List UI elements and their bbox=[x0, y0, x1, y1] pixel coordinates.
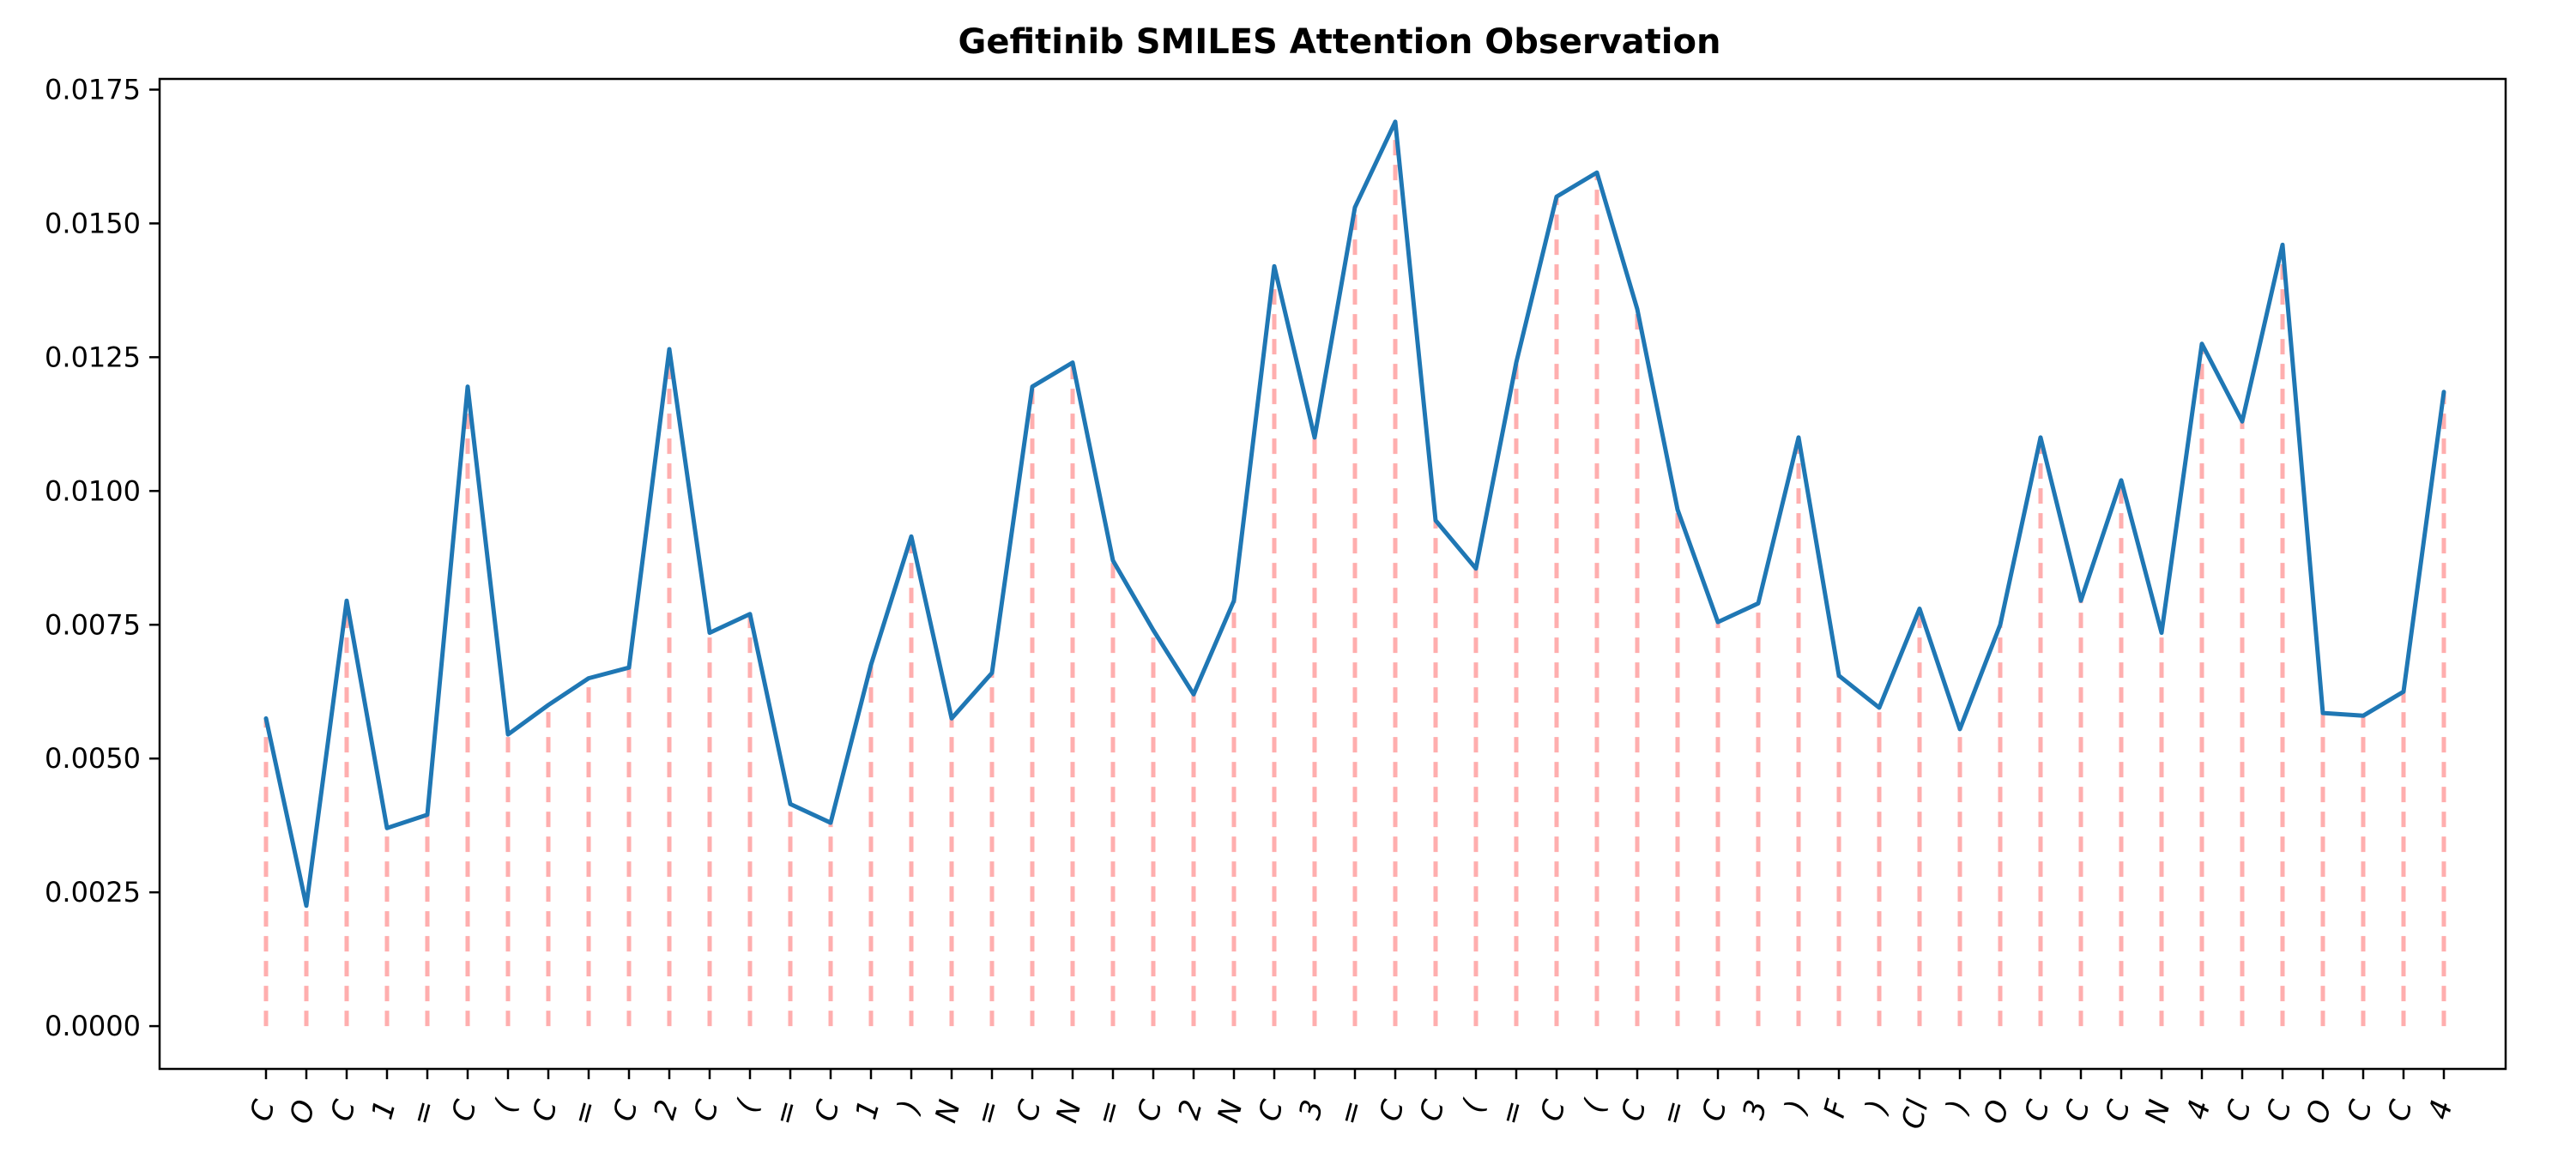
x-tick-label: C bbox=[2341, 1096, 2379, 1126]
x-tick-label: C bbox=[2220, 1096, 2259, 1126]
x-tick-label: = bbox=[565, 1096, 605, 1129]
x-tick-label: = bbox=[1654, 1096, 1694, 1129]
x-tick-label: C bbox=[1131, 1096, 1170, 1126]
y-tick-label: 0.0125 bbox=[45, 341, 141, 373]
x-tick-label: ) bbox=[1859, 1096, 1896, 1119]
x-tick-label: = bbox=[1493, 1096, 1533, 1129]
x-tick-label: Cl bbox=[1895, 1096, 1935, 1132]
x-tick-label: ) bbox=[891, 1096, 928, 1119]
stem-lines bbox=[263, 121, 2446, 1027]
y-tick-label: 0.0050 bbox=[45, 742, 141, 775]
x-tick-label: = bbox=[404, 1096, 444, 1129]
x-tick-label: C bbox=[2099, 1096, 2138, 1126]
x-tick-label: C bbox=[1615, 1096, 1654, 1126]
x-tick-label: C bbox=[324, 1096, 363, 1126]
x-tick-label: C bbox=[687, 1096, 726, 1126]
x-tick-label: C bbox=[2059, 1096, 2097, 1126]
x-tick-label: 3 bbox=[1292, 1096, 1330, 1123]
plot-area-frame bbox=[158, 77, 2507, 1071]
x-tick-label: ) bbox=[1778, 1096, 1815, 1119]
x-tick-label: 1 bbox=[849, 1096, 886, 1123]
x-tick-label: = bbox=[969, 1096, 1008, 1129]
series-layer bbox=[263, 119, 2446, 908]
y-tick-label: 0.0100 bbox=[45, 474, 141, 507]
x-tick-label: ( bbox=[1577, 1095, 1614, 1116]
x-tick-label: C bbox=[526, 1096, 565, 1126]
x-tick-label: N bbox=[1211, 1096, 1249, 1126]
x-tick-label: N bbox=[928, 1096, 967, 1126]
y-tick-label: 0.0150 bbox=[45, 207, 141, 239]
series-line bbox=[263, 119, 2446, 908]
x-axis: C O C 1 = C(C = C 2 C(= C 1) N = C N = C 2 N C 3 = C C(= C(C = C 3) F… bbox=[244, 1069, 2460, 1132]
x-tick-label: F bbox=[1817, 1096, 1855, 1122]
x-tick-label: = bbox=[767, 1096, 807, 1129]
x-tick-label: 3 bbox=[1736, 1096, 1774, 1123]
y-tick-label: 0.0000 bbox=[45, 1010, 141, 1042]
y-tick-label: 0.0175 bbox=[45, 73, 141, 106]
x-tick-label: O bbox=[1977, 1096, 2017, 1127]
x-tick-label: ) bbox=[1939, 1096, 1976, 1119]
x-tick-label: C bbox=[2260, 1096, 2299, 1126]
x-tick-label: N bbox=[2138, 1096, 2177, 1126]
y-tick-label: 0.0075 bbox=[45, 608, 141, 641]
x-tick-label: ( bbox=[488, 1095, 525, 1116]
x-tick-label: O bbox=[283, 1096, 323, 1127]
x-tick-label: ( bbox=[1456, 1095, 1493, 1116]
x-tick-label: C bbox=[1413, 1096, 1452, 1126]
x-tick-label: = bbox=[1332, 1096, 1371, 1129]
x-tick-label: O bbox=[2300, 1096, 2339, 1127]
chart-title: Gefitinib SMILES Attention Observation bbox=[958, 22, 1721, 62]
x-tick-label: 4 bbox=[2180, 1096, 2217, 1123]
x-tick-label: C bbox=[1696, 1096, 1734, 1126]
x-tick-label: 4 bbox=[2422, 1096, 2459, 1123]
x-tick-label: C bbox=[607, 1096, 645, 1126]
x-tick-label: = bbox=[1090, 1096, 1129, 1129]
x-tick-label: C bbox=[1010, 1096, 1049, 1126]
x-tick-label: C bbox=[2018, 1096, 2057, 1126]
x-tick-label: C bbox=[1252, 1096, 1291, 1126]
x-tick-label: C bbox=[244, 1096, 282, 1126]
y-tick-label: 0.0025 bbox=[45, 876, 141, 908]
x-tick-label: ( bbox=[730, 1095, 767, 1116]
x-tick-label: C bbox=[1373, 1096, 1412, 1126]
x-tick-label: C bbox=[808, 1096, 847, 1126]
x-tick-label: 1 bbox=[365, 1096, 402, 1123]
x-tick-label: C bbox=[445, 1096, 484, 1126]
y-axis: 0.0000 0.0025 0.0050 0.0075 0.0100 0.0125 0.01… bbox=[45, 73, 160, 1042]
x-tick-label: 2 bbox=[647, 1096, 685, 1123]
x-tick-label: N bbox=[1049, 1096, 1088, 1126]
x-tick-label: 2 bbox=[1171, 1096, 1209, 1123]
x-tick-label: C bbox=[1534, 1096, 1573, 1126]
x-tick-label: C bbox=[2381, 1096, 2420, 1126]
